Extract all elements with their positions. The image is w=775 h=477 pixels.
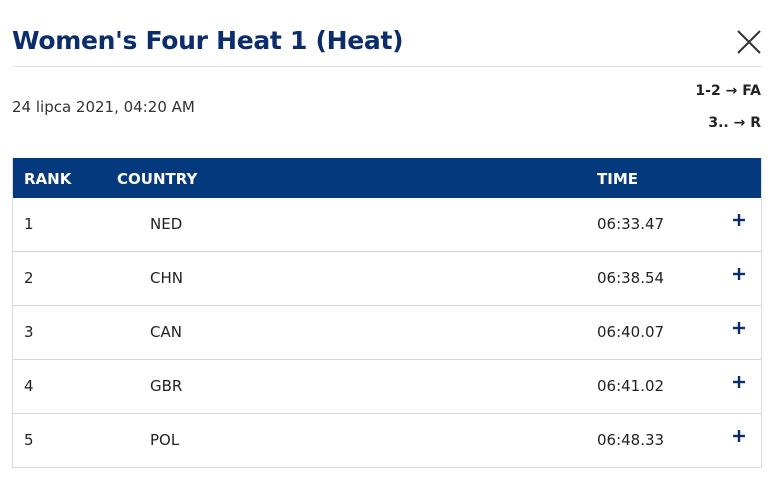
expand-button[interactable]	[732, 267, 746, 281]
expand-button[interactable]	[732, 429, 746, 443]
table-cell: 5	[24, 431, 34, 449]
date: 24 lipca 2021, 04:20 AM	[12, 98, 195, 116]
table-cell: 06:48.33	[597, 431, 665, 449]
table-cell: 06:38.54	[597, 269, 665, 287]
expand-button[interactable]	[732, 375, 746, 389]
table-cell: 06:41.02	[597, 377, 665, 395]
flag-icon	[116, 214, 136, 234]
title: Women's Four Heat 1 (Heat)	[12, 26, 404, 55]
table-cell: 1	[24, 215, 34, 233]
table-row: 5 POL 06:48.33	[13, 413, 761, 467]
table-row: 2 CHN 06:38.54	[13, 251, 761, 305]
flag-icon	[116, 268, 136, 288]
progression-rule: 1-2 → FA	[695, 83, 761, 99]
table-cell: 06:33.47	[597, 215, 665, 233]
table-row: 3 CAN 06:40.07	[13, 305, 761, 359]
table-body: 1 NED 06:33.47 2 CHN 06:38.54 3 CAN 06:40.07 4 GBR…	[13, 198, 761, 467]
table-cell: 4	[24, 377, 34, 395]
flag-icon	[116, 322, 136, 342]
expand-button[interactable]	[732, 213, 746, 227]
column-header: COUNTRY	[117, 170, 198, 188]
table-cell: NED	[150, 215, 183, 233]
table-cell: 06:40.07	[597, 323, 665, 341]
table-cell: CAN	[150, 323, 182, 341]
flag-icon	[116, 376, 136, 396]
column-header: TIME	[597, 170, 638, 188]
table-header: RANK COUNTRY TIME	[13, 158, 761, 198]
table-cell: 2	[24, 269, 34, 287]
table-row: 4 GBR 06:41.02	[13, 359, 761, 413]
divider	[12, 66, 762, 67]
expand-button[interactable]	[732, 321, 746, 335]
close-button[interactable]	[736, 29, 762, 55]
table-cell: CHN	[150, 269, 183, 287]
flag-icon	[116, 430, 136, 450]
results-table: RANK COUNTRY TIME 1 NED 06:33.47 2 CHN 06:38.…	[12, 158, 762, 468]
table-cell: GBR	[150, 377, 183, 395]
column-header: RANK	[24, 170, 72, 188]
table-row: 1 NED 06:33.47	[13, 198, 761, 251]
progression-rule: 3.. → R	[708, 115, 761, 131]
table-cell: POL	[150, 431, 180, 449]
table-cell: 3	[24, 323, 34, 341]
